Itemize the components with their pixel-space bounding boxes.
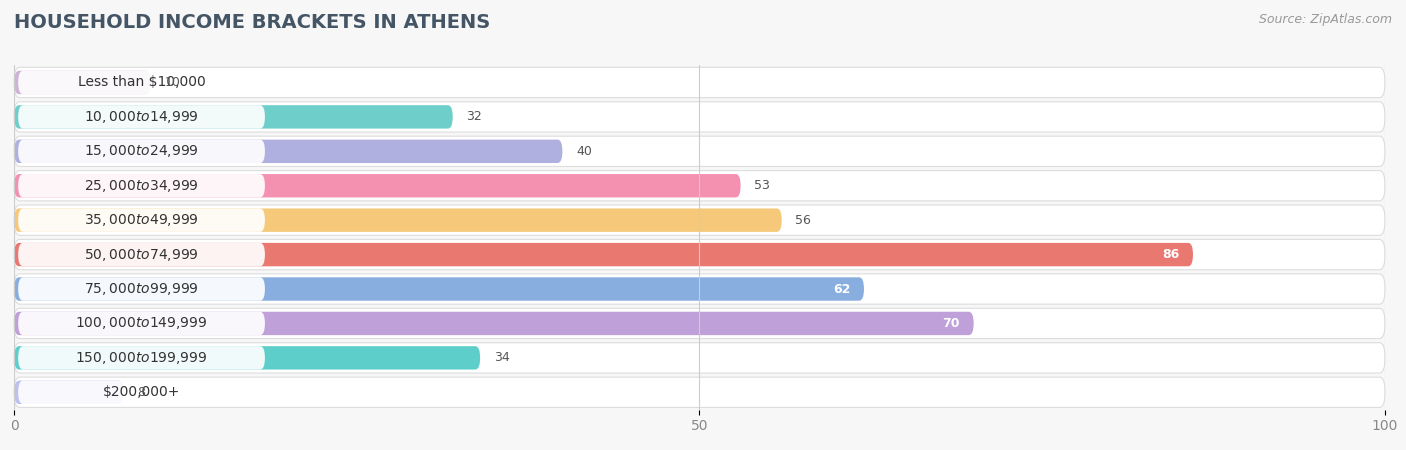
FancyBboxPatch shape <box>14 243 1192 266</box>
FancyBboxPatch shape <box>14 102 1385 132</box>
FancyBboxPatch shape <box>14 308 1385 338</box>
FancyBboxPatch shape <box>14 68 1385 98</box>
FancyBboxPatch shape <box>14 105 453 129</box>
Text: 32: 32 <box>467 110 482 123</box>
FancyBboxPatch shape <box>18 243 264 266</box>
FancyBboxPatch shape <box>18 174 264 198</box>
Text: 40: 40 <box>576 145 592 158</box>
FancyBboxPatch shape <box>18 346 264 369</box>
FancyBboxPatch shape <box>14 136 1385 166</box>
FancyBboxPatch shape <box>18 140 264 163</box>
Text: $100,000 to $149,999: $100,000 to $149,999 <box>76 315 208 332</box>
Text: $35,000 to $49,999: $35,000 to $49,999 <box>84 212 198 228</box>
FancyBboxPatch shape <box>18 105 264 129</box>
FancyBboxPatch shape <box>14 377 1385 407</box>
Text: $150,000 to $199,999: $150,000 to $199,999 <box>76 350 208 366</box>
FancyBboxPatch shape <box>14 381 124 404</box>
Text: 34: 34 <box>494 351 509 364</box>
FancyBboxPatch shape <box>18 208 264 232</box>
FancyBboxPatch shape <box>18 277 264 301</box>
Text: $10,000 to $14,999: $10,000 to $14,999 <box>84 109 198 125</box>
Text: 86: 86 <box>1161 248 1180 261</box>
Text: Source: ZipAtlas.com: Source: ZipAtlas.com <box>1258 14 1392 27</box>
Text: 53: 53 <box>754 179 770 192</box>
Text: 62: 62 <box>832 283 851 296</box>
Text: 56: 56 <box>796 214 811 227</box>
FancyBboxPatch shape <box>14 171 1385 201</box>
Text: 70: 70 <box>942 317 960 330</box>
FancyBboxPatch shape <box>14 343 1385 373</box>
FancyBboxPatch shape <box>14 208 782 232</box>
Text: 8: 8 <box>138 386 145 399</box>
FancyBboxPatch shape <box>14 140 562 163</box>
Text: 10: 10 <box>165 76 181 89</box>
FancyBboxPatch shape <box>18 381 264 404</box>
FancyBboxPatch shape <box>14 274 1385 304</box>
FancyBboxPatch shape <box>14 346 481 369</box>
FancyBboxPatch shape <box>14 277 863 301</box>
FancyBboxPatch shape <box>14 71 152 94</box>
Text: Less than $10,000: Less than $10,000 <box>77 76 205 90</box>
FancyBboxPatch shape <box>14 239 1385 270</box>
FancyBboxPatch shape <box>18 71 264 94</box>
FancyBboxPatch shape <box>14 205 1385 235</box>
Text: HOUSEHOLD INCOME BRACKETS IN ATHENS: HOUSEHOLD INCOME BRACKETS IN ATHENS <box>14 14 491 32</box>
Text: $75,000 to $99,999: $75,000 to $99,999 <box>84 281 198 297</box>
Text: $200,000+: $200,000+ <box>103 385 180 399</box>
Text: $25,000 to $34,999: $25,000 to $34,999 <box>84 178 198 194</box>
FancyBboxPatch shape <box>14 312 973 335</box>
Text: $15,000 to $24,999: $15,000 to $24,999 <box>84 143 198 159</box>
FancyBboxPatch shape <box>14 174 741 198</box>
Text: $50,000 to $74,999: $50,000 to $74,999 <box>84 247 198 263</box>
FancyBboxPatch shape <box>18 312 264 335</box>
